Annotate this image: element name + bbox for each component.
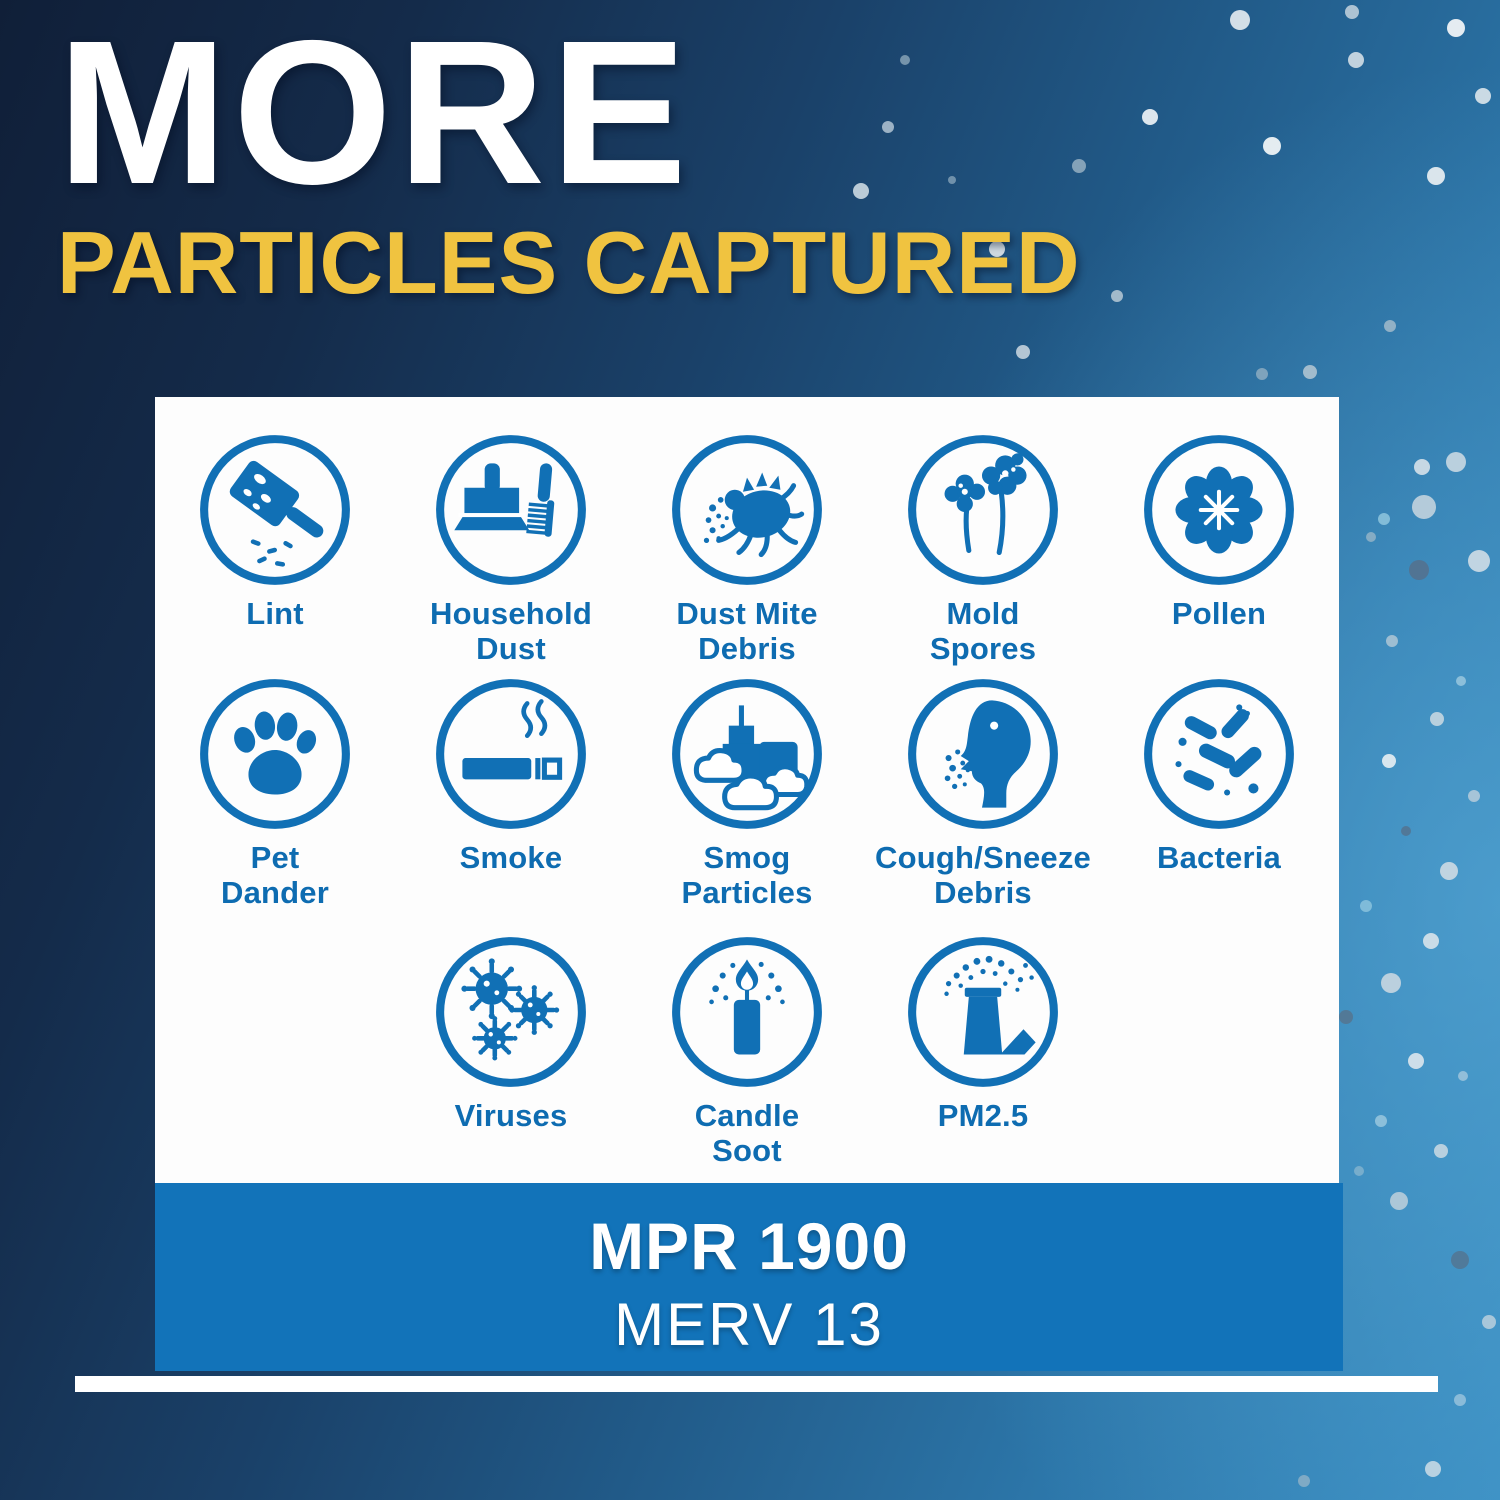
particle-item-dust-mite: Dust Mite Debris (629, 429, 865, 666)
mpr-rating: MPR 1900 (589, 1209, 909, 1283)
headline-particles-captured: PARTICLES CAPTURED (57, 212, 1081, 312)
particle-label: Household Dust (430, 596, 592, 666)
particle-label: PM2.5 (937, 1098, 1029, 1133)
particles-card: Lint Household Dust (155, 397, 1339, 1183)
particle-label: Lint (246, 596, 304, 631)
particle-item-smoke: Smoke (393, 673, 629, 876)
candle-icon (672, 937, 822, 1087)
particle-label: Candle Soot (694, 1098, 800, 1168)
particle-item-cough-sneeze: Cough/Sneeze Debris (865, 673, 1101, 910)
smokestack-icon (908, 937, 1058, 1087)
lint-roller-icon (200, 435, 350, 585)
city-smog-icon (672, 679, 822, 829)
rating-bar: MPR 1900 MERV 13 (155, 1183, 1343, 1371)
particle-item-candle-soot: Candle Soot (629, 931, 865, 1168)
particle-item-bacteria: Bacteria (1101, 673, 1337, 876)
mold-spores-icon (908, 435, 1058, 585)
pollen-flower-icon (1144, 435, 1294, 585)
merv-rating: MERV 13 (614, 1291, 884, 1358)
particle-item-mold-spores: Mold Spores (865, 429, 1101, 666)
particle-label: Smoke (459, 840, 563, 875)
particle-label: Pet Dander (220, 840, 329, 910)
particle-label: Pollen (1171, 596, 1267, 631)
particle-item-viruses: Viruses (393, 931, 629, 1134)
dustpan-brush-icon (436, 435, 586, 585)
particle-item-pet-dander: Pet Dander (157, 673, 393, 910)
particle-label: Cough/Sneeze Debris (875, 840, 1091, 910)
bacteria-icon (1144, 679, 1294, 829)
divider-stripe (75, 1376, 1438, 1392)
particle-item-household-dust: Household Dust (393, 429, 629, 666)
sneezing-face-icon (908, 679, 1058, 829)
particle-label: Smog Particles (681, 840, 813, 910)
particle-item-smog: Smog Particles (629, 673, 865, 910)
headline: MORE PARTICLES CAPTURED (57, 0, 1081, 312)
particle-item-pollen: Pollen (1101, 429, 1337, 632)
paw-print-icon (200, 679, 350, 829)
particle-label: Mold Spores (929, 596, 1037, 666)
particle-label: Viruses (454, 1098, 568, 1133)
particle-item-lint: Lint (157, 429, 393, 632)
virus-icon (436, 937, 586, 1087)
particle-label: Bacteria (1157, 840, 1281, 875)
particle-label: Dust Mite Debris (676, 596, 818, 666)
dust-mite-icon (672, 435, 822, 585)
cigarette-icon (436, 679, 586, 829)
particle-item-pm25: PM2.5 (865, 931, 1101, 1134)
headline-more: MORE (57, 0, 692, 227)
